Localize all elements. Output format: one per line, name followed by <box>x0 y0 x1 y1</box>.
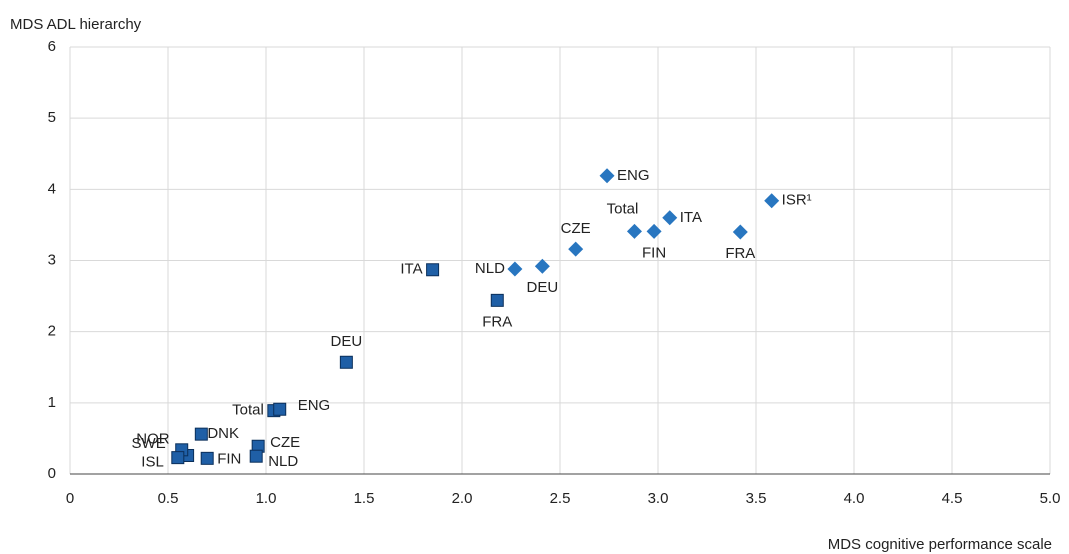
point <box>194 427 208 441</box>
x-tick-label: 4.0 <box>844 490 865 507</box>
point <box>507 261 523 277</box>
x-tick-label: 4.5 <box>942 490 963 507</box>
x-tick-label: 3.0 <box>648 490 669 507</box>
point-label: SWE <box>132 435 166 452</box>
point-label: ITA <box>400 261 422 278</box>
point <box>171 451 185 465</box>
point-label: ISL <box>141 454 164 471</box>
point <box>568 241 584 257</box>
y-tick-label: 6 <box>48 38 56 55</box>
point-label: FRA <box>482 313 512 330</box>
y-axis-title: MDS ADL hierarchy <box>10 16 142 33</box>
point-label: NOR <box>136 430 170 447</box>
point <box>426 263 440 277</box>
point-label: Total <box>607 200 639 217</box>
x-tick-label: 0.5 <box>158 490 179 507</box>
x-tick-label: 1.5 <box>354 490 375 507</box>
point <box>200 451 214 465</box>
point-label: NLD <box>475 260 505 277</box>
x-axis-title: MDS cognitive performance scale <box>828 536 1052 553</box>
x-tick-label: 2.5 <box>550 490 571 507</box>
point-label: FIN <box>642 244 666 261</box>
y-tick-label: 2 <box>48 323 56 340</box>
x-tick-label: 3.5 <box>746 490 767 507</box>
point-label: NLD <box>268 453 298 470</box>
point <box>534 258 550 274</box>
point-label: ISR¹ <box>782 192 812 209</box>
point <box>249 449 263 463</box>
point <box>732 224 748 240</box>
x-tick-label: 2.0 <box>452 490 473 507</box>
point <box>490 293 504 307</box>
point-label: DEU <box>331 333 363 350</box>
point-label: FIN <box>217 450 241 467</box>
point-label: CZE <box>561 220 591 237</box>
point-label: ENG <box>298 397 331 414</box>
point-label: DNK <box>207 425 239 442</box>
y-tick-label: 0 <box>48 465 56 482</box>
point <box>662 210 678 226</box>
point <box>339 355 353 369</box>
y-tick-label: 5 <box>48 109 56 126</box>
point <box>764 193 780 209</box>
x-tick-label: 5.0 <box>1040 490 1061 507</box>
y-tick-label: 3 <box>48 251 56 268</box>
point-label: Total <box>232 402 264 419</box>
point-label: CZE <box>270 434 300 451</box>
point <box>599 168 615 184</box>
x-tick-label: 0 <box>66 490 74 507</box>
point-label: FRA <box>725 245 755 262</box>
point-label: ENG <box>617 167 650 184</box>
point-label: DEU <box>527 279 559 296</box>
point <box>646 223 662 239</box>
y-tick-label: 1 <box>48 394 56 411</box>
point <box>273 402 287 416</box>
y-tick-label: 4 <box>48 180 56 197</box>
point <box>626 223 642 239</box>
point-label: ITA <box>680 209 702 226</box>
x-tick-label: 1.0 <box>256 490 277 507</box>
